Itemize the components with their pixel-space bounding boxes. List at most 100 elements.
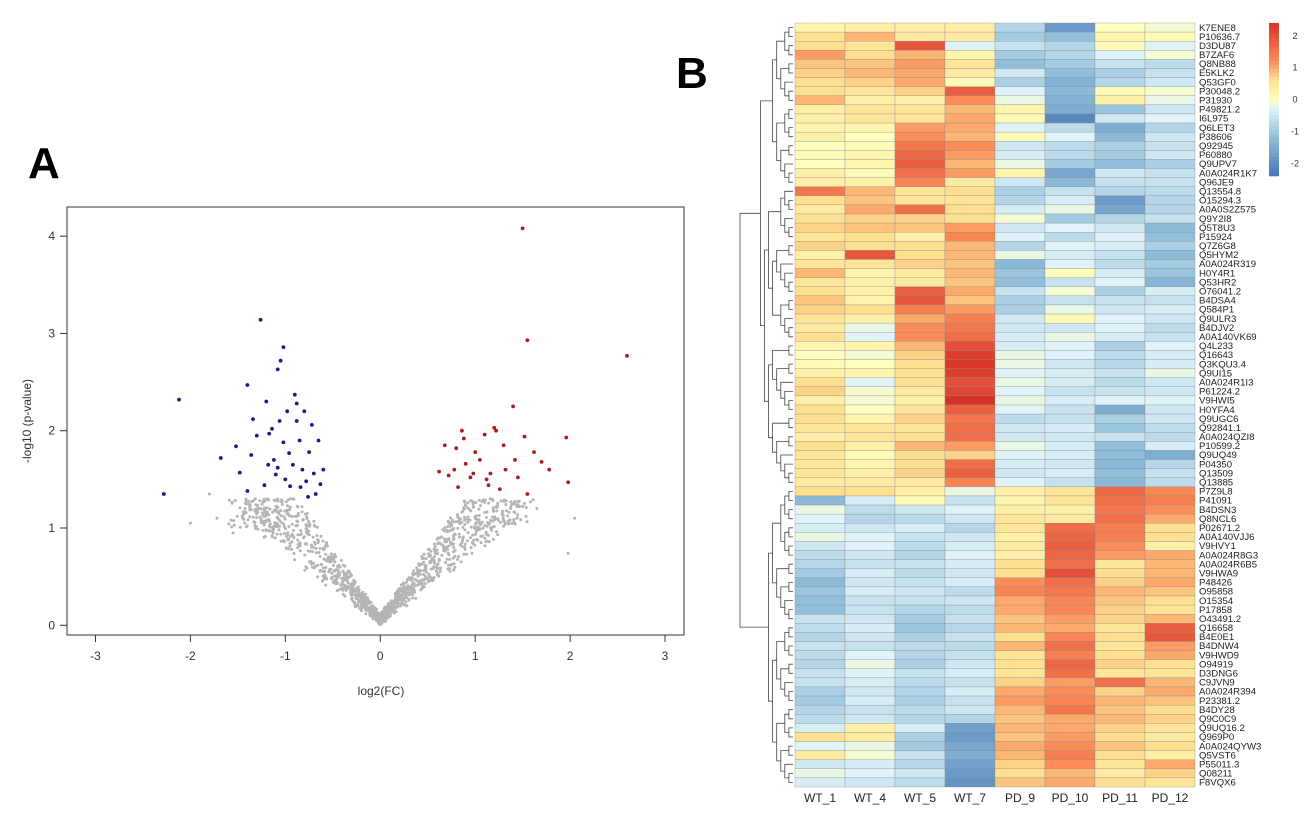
heatmap-cell bbox=[894, 723, 946, 733]
heatmap-cell bbox=[894, 259, 946, 269]
row-label: Q9Y2I8 bbox=[1199, 214, 1232, 225]
legend-swatch bbox=[1269, 141, 1279, 146]
heatmap-cell bbox=[1044, 695, 1096, 706]
point-not-significant bbox=[282, 515, 286, 519]
x-tick-label: 0 bbox=[377, 649, 384, 663]
heatmap-cell bbox=[844, 68, 896, 78]
point-not-significant bbox=[285, 512, 289, 516]
point-not-significant bbox=[483, 524, 487, 528]
heatmap-cell bbox=[994, 31, 1046, 42]
heatmap-cell bbox=[844, 22, 896, 33]
point-not-significant bbox=[230, 501, 234, 505]
point-not-significant bbox=[262, 506, 266, 510]
row-label: P17858 bbox=[1199, 605, 1232, 616]
row-label: P30048.2 bbox=[1199, 86, 1240, 97]
heatmap-cell bbox=[894, 604, 946, 615]
row-label: P15924 bbox=[1199, 232, 1233, 243]
x-tick-label: -3 bbox=[90, 649, 101, 663]
point-not-significant bbox=[474, 532, 477, 536]
point-not-significant bbox=[515, 516, 519, 520]
y-tick-label: 4 bbox=[48, 229, 55, 243]
point-not-significant bbox=[535, 507, 539, 510]
point-not-significant bbox=[315, 534, 319, 538]
heatmap-cell bbox=[944, 704, 996, 715]
point-not-significant bbox=[462, 552, 466, 556]
point-down-regulated bbox=[310, 423, 314, 427]
heatmap-cell bbox=[844, 650, 896, 660]
heatmap-cell bbox=[944, 250, 996, 260]
heatmap-cell bbox=[794, 577, 846, 588]
heatmap-cell bbox=[1044, 413, 1096, 424]
heatmap-cell bbox=[1044, 31, 1096, 42]
point-not-significant bbox=[477, 518, 481, 522]
row-label: Q13509 bbox=[1199, 468, 1233, 479]
heatmap-cell bbox=[844, 159, 896, 169]
point-not-significant bbox=[308, 549, 312, 553]
point-not-significant bbox=[519, 518, 523, 522]
heatmap-cell bbox=[994, 704, 1046, 715]
heatmap-cell bbox=[944, 195, 996, 206]
heatmap-cell bbox=[894, 614, 946, 624]
heatmap-cell bbox=[894, 677, 946, 688]
heatmap-cell bbox=[894, 377, 946, 387]
heatmap-cell bbox=[894, 68, 946, 78]
point-not-significant bbox=[471, 533, 475, 537]
heatmap-cell bbox=[894, 695, 946, 706]
dendrogram-branch bbox=[788, 491, 793, 501]
row-label: Q53HR2 bbox=[1199, 277, 1236, 288]
point-not-significant bbox=[438, 567, 442, 571]
heatmap-cell bbox=[1094, 650, 1146, 660]
x-tick-label: 2 bbox=[567, 649, 574, 663]
heatmap-cell bbox=[794, 168, 846, 178]
point-not-significant bbox=[282, 525, 286, 529]
point-not-significant bbox=[324, 583, 328, 587]
heatmap-cell bbox=[794, 313, 846, 324]
point-not-significant bbox=[232, 523, 236, 527]
point-not-significant bbox=[311, 545, 315, 549]
legend-swatch bbox=[1269, 160, 1279, 165]
heatmap-cell bbox=[1044, 41, 1096, 51]
point-not-significant bbox=[506, 514, 510, 518]
point-not-significant bbox=[272, 508, 276, 512]
point-not-significant bbox=[351, 586, 355, 590]
point-not-significant bbox=[379, 619, 383, 622]
heatmap-cell bbox=[994, 686, 1046, 697]
point-down-regulated bbox=[283, 477, 288, 482]
heatmap-cell bbox=[1144, 623, 1196, 633]
heatmap-cell bbox=[944, 232, 996, 242]
point-not-significant bbox=[295, 523, 299, 527]
point-not-significant bbox=[417, 582, 421, 586]
point-not-significant bbox=[513, 500, 517, 503]
point-up-regulated bbox=[454, 446, 459, 451]
row-label: V9HWD9 bbox=[1199, 650, 1239, 661]
heatmap-cell bbox=[1144, 286, 1196, 297]
row-label: P48426 bbox=[1199, 578, 1232, 589]
point-not-significant bbox=[262, 519, 266, 523]
heatmap-cell bbox=[1094, 614, 1146, 624]
legend-swatch bbox=[1269, 133, 1279, 139]
heatmap-cell bbox=[1144, 568, 1196, 578]
point-not-significant bbox=[471, 502, 475, 506]
heatmap-cell bbox=[794, 413, 846, 424]
heatmap-cell bbox=[994, 386, 1046, 397]
heatmap-row-labels: K7ENE8P10636.7D3DU87B7ZAF6Q8NB88E5KLK2Q5… bbox=[1199, 23, 1261, 789]
point-up-regulated bbox=[494, 428, 498, 433]
heatmap-cell bbox=[994, 332, 1046, 342]
heatmap-cell bbox=[944, 777, 996, 788]
heatmap-cell bbox=[1094, 159, 1146, 169]
point-not-significant bbox=[335, 573, 339, 577]
heatmap-cell bbox=[1094, 177, 1146, 187]
point-not-significant bbox=[286, 498, 290, 502]
heatmap-cell bbox=[1144, 104, 1196, 115]
heatmap-cell bbox=[894, 450, 946, 460]
point-up-regulated bbox=[532, 450, 536, 454]
point-not-significant bbox=[244, 511, 248, 515]
row-label: P23381.2 bbox=[1199, 696, 1240, 707]
point-not-significant bbox=[447, 553, 451, 557]
row-label: Q13885 bbox=[1199, 478, 1233, 489]
row-label: A0A024R1I3 bbox=[1199, 377, 1253, 388]
heatmap-cell bbox=[994, 313, 1046, 324]
legend-swatch bbox=[1269, 130, 1279, 135]
heatmap-cell bbox=[1094, 332, 1146, 342]
heatmap-cell bbox=[994, 141, 1046, 151]
